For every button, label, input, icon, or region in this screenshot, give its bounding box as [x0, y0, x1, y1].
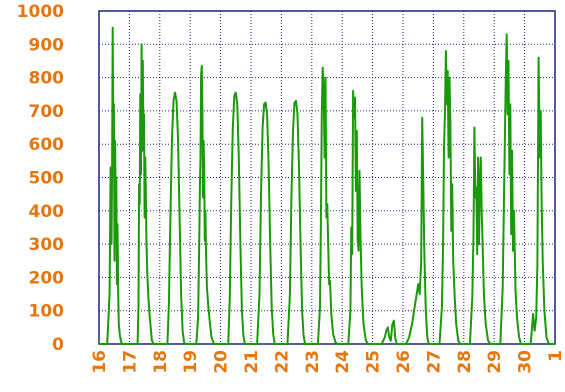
x-tick-label: 19: [181, 350, 201, 374]
y-tick-label: 1000: [17, 2, 64, 22]
x-tick-label: 20: [212, 350, 232, 374]
plot-area-frame: [98, 10, 556, 345]
y-tick-label: 300: [29, 235, 65, 255]
x-tick-label: 22: [272, 350, 292, 374]
x-tick-label: 26: [394, 350, 414, 374]
x-tick-label: 29: [485, 350, 505, 374]
y-tick-label: 800: [29, 69, 65, 89]
y-tick-label: 200: [29, 268, 65, 288]
y-axis-ticks: 0 100 200 300 400 500 600 700 800 900 1000: [17, 2, 64, 355]
y-tick-label: 900: [29, 35, 65, 55]
y-tick-label: 700: [29, 102, 65, 122]
x-tick-label: 27: [424, 350, 444, 374]
x-tick-label: 25: [364, 350, 384, 374]
x-tick-label: 17: [120, 350, 140, 374]
y-tick-label: 500: [29, 169, 65, 189]
x-tick-label: 24: [333, 350, 353, 374]
x-tick-label: 21: [242, 350, 262, 374]
x-tick-label: 18: [151, 350, 171, 374]
y-tick-label: 600: [29, 135, 65, 155]
y-tick-label: 100: [29, 302, 65, 322]
x-tick-label: 30: [516, 350, 536, 374]
x-tick-label: 28: [455, 350, 475, 374]
x-tick-label: 16: [90, 350, 110, 374]
x-tick-label: 23: [303, 350, 323, 374]
y-tick-label: 0: [52, 335, 64, 355]
series-line: [99, 26, 555, 345]
x-axis-ticks: 16 17 18 19 20 21 22 23 24 25 26 27 28 29 30 1: [90, 350, 565, 374]
x-tick-label: 1: [546, 350, 565, 362]
y-tick-label: 400: [29, 202, 65, 222]
series-layer: [99, 26, 555, 345]
